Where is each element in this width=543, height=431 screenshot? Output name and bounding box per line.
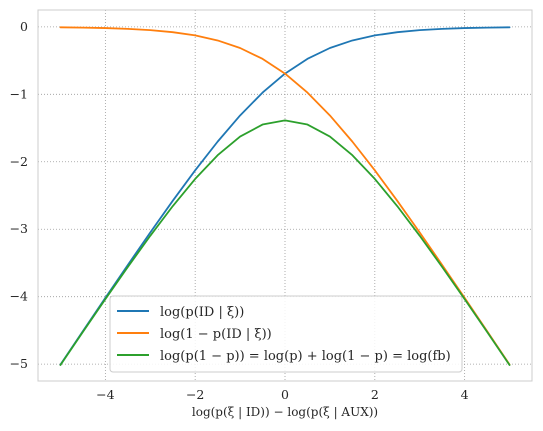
legend-label-0: log(p(ID | ξ))	[160, 305, 244, 320]
y-tick-label: 0	[20, 19, 28, 34]
x-tick-label: 2	[371, 387, 379, 402]
x-tick-label: −4	[96, 387, 114, 402]
plot-frame	[37, 9, 533, 382]
series-line-2	[59, 119, 511, 366]
y-axis-ticks: 0 −1 −2 −3 −4 −5	[10, 19, 28, 371]
x-tick-label: −2	[186, 387, 204, 402]
legend: log(p(ID | ξ)) log(1 − p(ID | ξ)) log(p(…	[109, 295, 463, 373]
series-line-1	[59, 26, 511, 366]
x-axis-ticks: −4 −2 0 2 4	[96, 387, 469, 402]
x-tick-label: 4	[461, 387, 469, 402]
y-tick-label: −3	[10, 221, 28, 236]
legend-box	[109, 295, 463, 373]
x-tick-label: 0	[281, 387, 289, 402]
y-tick-label: −5	[10, 356, 28, 371]
legend-label-2: log(p(1 − p)) = log(p) + log(1 − p) = lo…	[160, 349, 451, 364]
legend-label-1: log(1 − p(ID | ξ))	[160, 327, 272, 342]
series-lines	[59, 26, 511, 366]
y-tick-label: −2	[10, 154, 28, 169]
x-axis-title: log(p(ξ | ID)) − log(p(ξ | AUX))	[192, 405, 378, 419]
y-tick-label: −1	[10, 86, 28, 101]
y-tick-label: −4	[10, 289, 28, 304]
